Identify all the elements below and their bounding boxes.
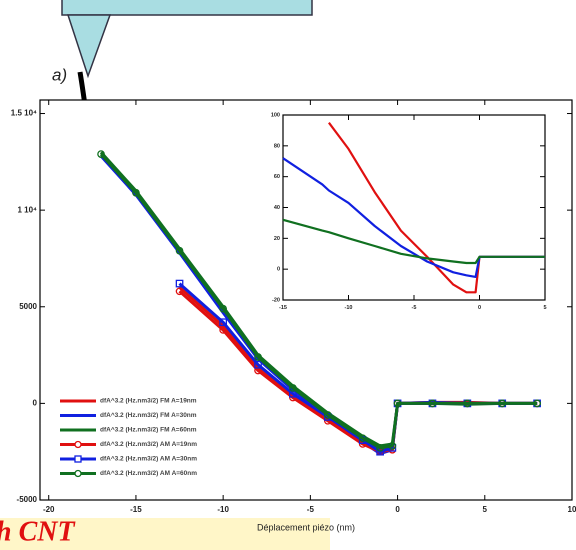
legend-label: dfA^3.2 (Hz.nm3/2) AM A=19nm <box>100 440 197 448</box>
marker <box>175 287 184 296</box>
marker <box>358 434 367 443</box>
y-tick-label: 0 <box>277 267 280 273</box>
marker <box>376 443 384 452</box>
marker <box>219 326 227 334</box>
marker <box>323 411 332 419</box>
x-tick-label: -10 <box>345 305 353 311</box>
caption: h CNT <box>0 516 76 547</box>
y-tick-label: -5000 <box>17 495 38 504</box>
series-line <box>282 218 545 265</box>
marker <box>463 399 472 408</box>
x-tick-label: -15 <box>279 305 287 311</box>
plot-area <box>282 114 546 301</box>
marker <box>254 353 262 361</box>
y-tick-label: 80 <box>274 143 280 149</box>
legend-label: dfA^3.2 (Hz.nm3/2) FM A=30nm <box>100 411 197 419</box>
x-tick-label: -20 <box>43 505 55 514</box>
marker <box>393 399 402 408</box>
x-tick-label: -15 <box>130 505 142 514</box>
x-axis-label: Déplacement piézo (nm) <box>257 522 355 532</box>
tip <box>66 14 112 79</box>
marker <box>219 318 227 327</box>
x-tick-label: -5 <box>412 305 417 311</box>
legend-label: dfA^3.2 (Hz.nm3/2) FM A=19nm <box>100 397 197 405</box>
caption-band <box>0 518 330 550</box>
y-tick-label: 40 <box>274 205 280 211</box>
x-tick-label: 5 <box>483 505 488 514</box>
marker <box>132 188 140 197</box>
x-tick-label: 0 <box>395 505 400 514</box>
series-line <box>99 153 538 450</box>
y-tick-label: 1 10⁴ <box>17 205 37 214</box>
legend-marker <box>74 469 82 478</box>
legend-label: dfA^3.2 (Hz.nm3/2) AM A=60nm <box>100 469 197 477</box>
y-tick-label: 1.5 10⁴ <box>11 109 37 118</box>
marker <box>175 279 184 288</box>
marker <box>533 399 541 408</box>
series-line <box>282 157 545 278</box>
marker <box>388 442 397 450</box>
marker <box>97 150 105 158</box>
y-tick-label: 100 <box>271 112 280 118</box>
legend-label: dfA^3.2 (Hz.nm3/2) FM A=60nm <box>100 426 197 434</box>
cantilever <box>61 0 313 16</box>
y-tick-label: 5000 <box>19 302 37 311</box>
series-line <box>328 122 545 294</box>
legend-marker <box>74 455 82 463</box>
marker <box>219 304 227 313</box>
marker <box>498 399 507 408</box>
legend-marker <box>74 440 82 449</box>
y-tick-label: 0 <box>33 398 38 407</box>
x-tick-label: 0 <box>478 305 481 311</box>
x-tick-label: 10 <box>568 505 576 514</box>
y-tick-label: 20 <box>274 236 280 242</box>
panel-label: a) <box>52 65 67 84</box>
x-tick-label: -5 <box>307 505 315 514</box>
marker <box>175 246 184 255</box>
marker <box>428 399 437 408</box>
x-tick-label: 5 <box>543 305 546 311</box>
marker <box>254 360 262 369</box>
x-tick-label: -10 <box>217 505 229 514</box>
legend-label: dfA^3.2 (Hz.nm3/2) AM A=30nm <box>100 455 197 463</box>
y-tick-label: -20 <box>272 297 280 303</box>
marker <box>289 384 297 392</box>
y-tick-label: 60 <box>274 174 280 180</box>
